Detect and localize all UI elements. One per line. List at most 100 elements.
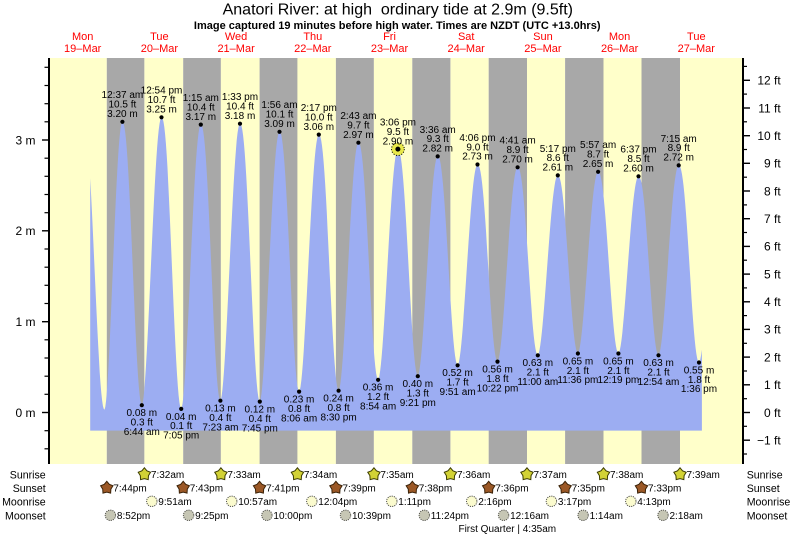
svg-text:3.17 m: 3.17 m xyxy=(186,112,217,123)
svg-text:2:16pm: 2:16pm xyxy=(478,497,511,508)
svg-text:8.9 ft: 8.9 ft xyxy=(506,145,528,156)
svg-text:0.40 m: 0.40 m xyxy=(403,379,434,390)
svg-text:Image captured 19 minutes befo: Image captured 19 minutes before high wa… xyxy=(194,20,601,32)
svg-text:7:36am: 7:36am xyxy=(457,470,490,481)
svg-text:2.61 m: 2.61 m xyxy=(543,163,574,174)
svg-text:Sunset: Sunset xyxy=(747,483,780,495)
svg-text:Mon: Mon xyxy=(72,31,93,43)
svg-text:2:18am: 2:18am xyxy=(670,511,703,522)
svg-text:Sunset: Sunset xyxy=(13,483,46,495)
svg-text:Sunrise: Sunrise xyxy=(10,470,46,482)
svg-text:2.73 m: 2.73 m xyxy=(462,152,493,163)
svg-text:3 m: 3 m xyxy=(15,133,35,147)
svg-text:6:44 am: 6:44 am xyxy=(124,427,160,438)
svg-text:25–Mar: 25–Mar xyxy=(524,43,562,55)
svg-text:7:36pm: 7:36pm xyxy=(495,484,528,495)
svg-text:4:41 am: 4:41 am xyxy=(500,136,536,147)
svg-text:22–Mar: 22–Mar xyxy=(294,43,332,55)
svg-text:0.63 m: 0.63 m xyxy=(523,358,554,369)
svg-text:0.08 m: 0.08 m xyxy=(127,408,158,419)
svg-text:Thu: Thu xyxy=(303,31,322,43)
svg-text:6 ft: 6 ft xyxy=(764,240,781,254)
svg-text:0.3 ft: 0.3 ft xyxy=(131,418,153,429)
svg-text:2.1 ft: 2.1 ft xyxy=(647,368,669,379)
svg-text:21–Mar: 21–Mar xyxy=(217,43,255,55)
svg-text:Moonset: Moonset xyxy=(5,511,46,523)
svg-text:2.65 m: 2.65 m xyxy=(583,159,614,170)
svg-text:8:30 pm: 8:30 pm xyxy=(321,412,357,423)
svg-text:0.56 m: 0.56 m xyxy=(482,365,513,376)
svg-text:5 ft: 5 ft xyxy=(764,267,781,281)
svg-text:0.55 m: 0.55 m xyxy=(684,365,715,376)
svg-text:9.3 ft: 9.3 ft xyxy=(427,134,449,145)
svg-text:7:23 am: 7:23 am xyxy=(202,422,238,433)
svg-text:Mon: Mon xyxy=(609,31,630,43)
svg-text:2.82 m: 2.82 m xyxy=(422,144,453,155)
svg-text:7:38am: 7:38am xyxy=(610,470,643,481)
svg-text:3.25 m: 3.25 m xyxy=(146,105,177,116)
svg-text:2:17 pm: 2:17 pm xyxy=(301,103,337,114)
svg-text:2 m: 2 m xyxy=(15,224,35,238)
svg-text:4 ft: 4 ft xyxy=(764,295,781,309)
svg-text:0.4 ft: 0.4 ft xyxy=(209,413,231,424)
svg-text:0 m: 0 m xyxy=(15,406,35,420)
svg-text:1:33 pm: 1:33 pm xyxy=(222,92,258,103)
svg-text:8:06 am: 8:06 am xyxy=(281,413,317,424)
svg-text:20–Mar: 20–Mar xyxy=(141,43,179,55)
svg-text:7:37am: 7:37am xyxy=(534,470,567,481)
svg-text:10.4 ft: 10.4 ft xyxy=(226,102,254,113)
svg-text:2.1 ft: 2.1 ft xyxy=(607,366,629,377)
svg-text:0.52 m: 0.52 m xyxy=(442,368,473,379)
svg-text:8.5 ft: 8.5 ft xyxy=(627,154,649,165)
svg-text:1:36 pm: 1:36 pm xyxy=(681,384,717,395)
svg-text:9 ft: 9 ft xyxy=(764,157,781,171)
svg-text:12:16am: 12:16am xyxy=(510,511,549,522)
svg-text:8:54 am: 8:54 am xyxy=(360,402,396,413)
svg-text:7:44pm: 7:44pm xyxy=(113,484,146,495)
svg-text:2.72 m: 2.72 m xyxy=(663,153,694,164)
svg-text:3 ft: 3 ft xyxy=(764,323,781,337)
svg-text:0.63 m: 0.63 m xyxy=(643,358,674,369)
svg-text:Sat: Sat xyxy=(458,31,475,43)
svg-text:2.1 ft: 2.1 ft xyxy=(567,366,589,377)
svg-text:0.24 m: 0.24 m xyxy=(323,394,354,405)
svg-text:10.7 ft: 10.7 ft xyxy=(148,95,176,106)
svg-text:10.4 ft: 10.4 ft xyxy=(187,102,215,113)
svg-text:12 ft: 12 ft xyxy=(757,74,781,88)
svg-text:1:56 am: 1:56 am xyxy=(261,100,297,111)
svg-text:7:32am: 7:32am xyxy=(151,470,184,481)
svg-text:0.8 ft: 0.8 ft xyxy=(327,403,349,414)
svg-text:9:51 am: 9:51 am xyxy=(440,387,476,398)
svg-text:1.3 ft: 1.3 ft xyxy=(407,389,429,400)
svg-text:Wed: Wed xyxy=(225,31,247,43)
svg-text:12:37 am: 12:37 am xyxy=(102,90,144,101)
svg-text:11:24pm: 11:24pm xyxy=(431,511,469,522)
svg-text:Moonset: Moonset xyxy=(747,511,788,523)
svg-text:Sunrise: Sunrise xyxy=(747,470,783,482)
svg-text:First Quarter | 4:35am: First Quarter | 4:35am xyxy=(458,524,556,535)
svg-text:11:00 am: 11:00 am xyxy=(517,377,558,388)
svg-text:1 ft: 1 ft xyxy=(764,378,781,392)
svg-text:11 ft: 11 ft xyxy=(758,101,781,115)
svg-text:0.8 ft: 0.8 ft xyxy=(288,404,310,415)
svg-text:2.90 m: 2.90 m xyxy=(383,136,414,147)
svg-text:5:17 pm: 5:17 pm xyxy=(540,144,576,155)
svg-text:27–Mar: 27–Mar xyxy=(678,43,716,55)
svg-text:2.1 ft: 2.1 ft xyxy=(527,368,549,379)
svg-text:9.7 ft: 9.7 ft xyxy=(347,121,369,132)
svg-text:9:51am: 9:51am xyxy=(158,497,191,508)
svg-text:3:17pm: 3:17pm xyxy=(558,497,591,508)
svg-text:7:15 am: 7:15 am xyxy=(661,134,697,145)
svg-text:7 ft: 7 ft xyxy=(764,212,781,226)
svg-text:26–Mar: 26–Mar xyxy=(601,43,639,55)
svg-text:5:57 am: 5:57 am xyxy=(580,140,616,151)
svg-text:8.7 ft: 8.7 ft xyxy=(587,150,609,161)
svg-text:9:21 pm: 9:21 pm xyxy=(400,398,436,409)
svg-text:2 ft: 2 ft xyxy=(764,350,781,364)
svg-text:1.8 ft: 1.8 ft xyxy=(486,374,508,385)
svg-text:2.97 m: 2.97 m xyxy=(343,130,374,141)
svg-text:0.1 ft: 0.1 ft xyxy=(170,421,192,432)
svg-text:0.13 m: 0.13 m xyxy=(205,404,236,415)
svg-text:1.7 ft: 1.7 ft xyxy=(446,378,468,389)
svg-text:0.12 m: 0.12 m xyxy=(245,405,276,416)
